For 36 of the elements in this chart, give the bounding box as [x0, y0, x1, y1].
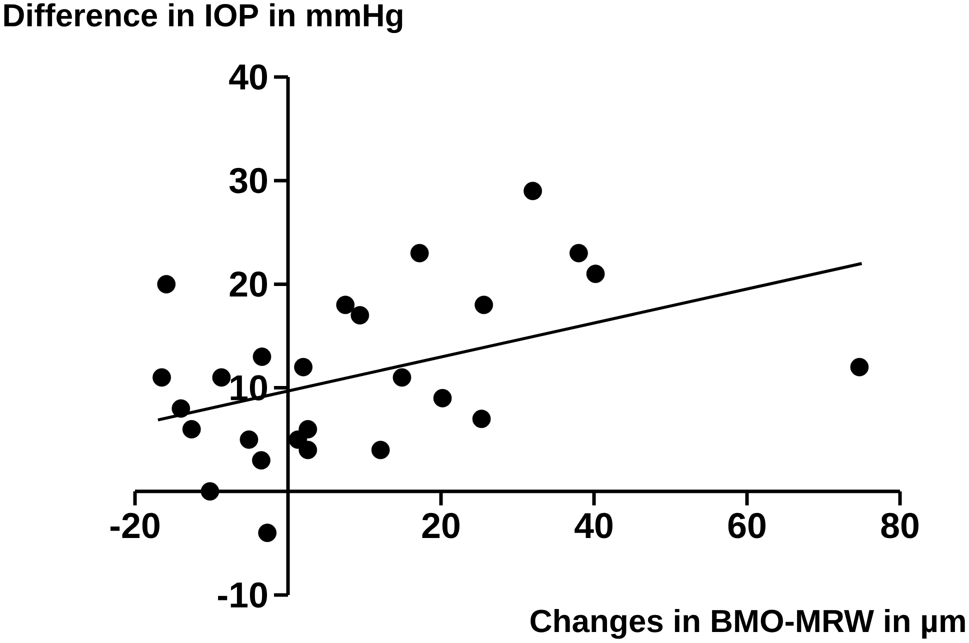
x-tick-label: 20	[422, 512, 460, 538]
point	[524, 182, 542, 200]
point	[410, 244, 429, 262]
point	[472, 410, 491, 428]
point	[586, 264, 605, 284]
point	[850, 358, 869, 376]
point	[258, 524, 277, 542]
point	[371, 440, 390, 460]
point	[570, 244, 588, 262]
point	[182, 420, 201, 438]
x-tick-label: 40	[574, 512, 612, 538]
point	[298, 420, 318, 438]
y-tick-label: 40	[229, 64, 267, 90]
x-tick-label: 60	[728, 512, 766, 538]
point	[392, 368, 412, 387]
point	[433, 388, 452, 408]
x-tick-label: 80	[881, 512, 918, 538]
x-tick-label: -20	[110, 512, 160, 538]
point	[212, 368, 231, 387]
y-tick-label: 30	[229, 168, 267, 194]
y-axis-title: Difference in IOP in mmHg	[4, 3, 402, 34]
x-axis-title: Changes in BMO-MRW in µm	[530, 608, 965, 639]
point	[157, 275, 176, 294]
point	[252, 451, 270, 470]
point	[474, 296, 494, 314]
point	[350, 306, 370, 324]
y-tick-label: 20	[230, 272, 267, 297]
point	[294, 358, 313, 376]
point	[152, 368, 171, 387]
point	[336, 296, 355, 314]
point	[298, 440, 318, 460]
point	[240, 430, 258, 449]
point	[172, 399, 190, 418]
point	[200, 482, 220, 501]
point	[252, 348, 272, 366]
y-tick-label: -10	[218, 582, 267, 608]
